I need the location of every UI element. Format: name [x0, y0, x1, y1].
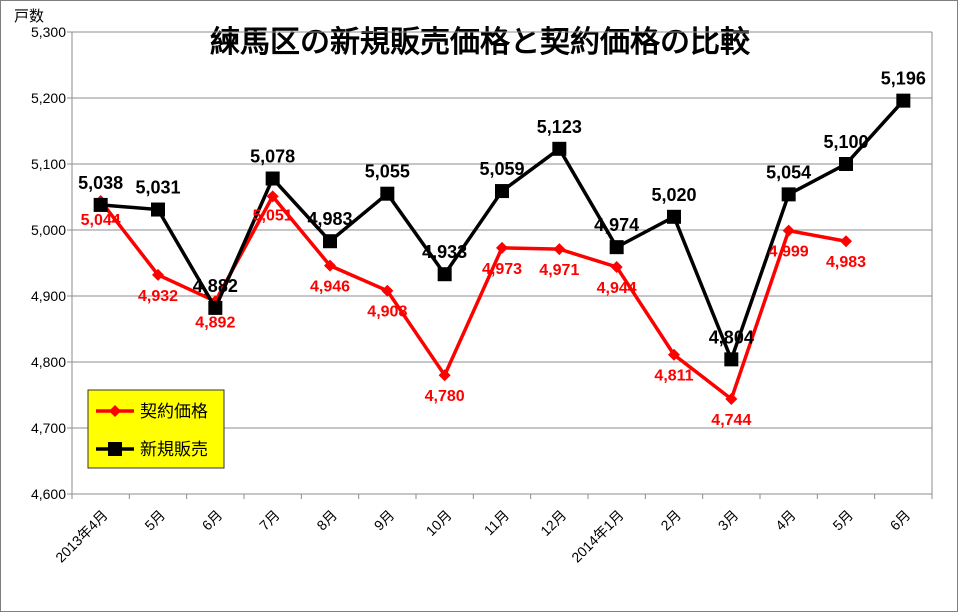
data-point [610, 260, 623, 273]
data-label: 4,811 [654, 368, 693, 385]
x-tick-label: 7月 [256, 507, 283, 534]
series-line [99, 193, 847, 402]
x-tick-label: 5月 [829, 507, 856, 534]
data-label: 4,973 [482, 261, 522, 278]
data-point [93, 197, 108, 212]
data-point [208, 300, 223, 315]
data-label: 4,971 [539, 262, 579, 279]
x-tick-label: 10月 [423, 507, 455, 539]
data-label: 5,054 [766, 162, 811, 182]
data-label: 5,059 [479, 159, 524, 179]
data-point [840, 235, 852, 248]
x-tick-label: 6月 [887, 507, 914, 534]
data-label: 4,999 [769, 244, 809, 261]
data-point [323, 234, 337, 249]
y-tick-label: 5,300 [31, 24, 66, 40]
data-point [265, 171, 280, 186]
x-tick-label: 4月 [772, 507, 799, 534]
x-tick-label: 5月 [141, 507, 168, 534]
data-point [495, 184, 509, 199]
data-point [896, 93, 911, 108]
data-point [781, 187, 796, 202]
x-tick-label: 2013年4月 [52, 507, 111, 566]
data-label: 5,196 [881, 69, 926, 89]
data-label: 4,932 [138, 288, 178, 305]
data-label: 5,038 [78, 173, 123, 193]
data-point [437, 267, 452, 282]
chart-title: 練馬区の新規販売価格と契約価格の比較 [210, 25, 751, 60]
data-point [667, 209, 681, 224]
y-tick-label: 4,600 [31, 486, 66, 502]
legend-marker [109, 405, 121, 417]
data-point [380, 186, 395, 201]
data-label: 4,780 [425, 388, 465, 405]
data-point [668, 348, 680, 361]
data-point [552, 141, 567, 156]
x-tick-label: 12月 [537, 507, 569, 539]
data-label: 4,744 [711, 412, 751, 429]
y-tick-label: 4,800 [31, 354, 66, 370]
data-label: 5,078 [250, 147, 295, 167]
data-point [324, 259, 336, 272]
data-point [725, 392, 738, 405]
data-point [724, 352, 739, 367]
x-tick-label: 11月 [481, 507, 512, 538]
x-tick-label: 3月 [715, 507, 742, 534]
series-layer [93, 93, 911, 405]
data-label: 4,974 [594, 215, 639, 235]
data-point [496, 241, 508, 254]
data-label: 4,944 [597, 280, 637, 297]
data-label: 5,051 [253, 207, 293, 224]
data-point [839, 157, 853, 171]
y-tick-label: 5,000 [31, 222, 66, 238]
data-label: 4,933 [422, 242, 467, 262]
data-label: 5,020 [651, 185, 696, 205]
data-point [438, 369, 451, 382]
data-label: 4,946 [310, 279, 350, 296]
data-label: 5,044 [81, 212, 121, 229]
data-label: 4,882 [193, 276, 238, 296]
x-tick-label: 9月 [371, 507, 398, 534]
data-point [553, 243, 566, 256]
x-tick-label: 6月 [199, 507, 226, 534]
y-axis-label: 戸数 [14, 7, 44, 25]
data-label: 4,983 [826, 254, 866, 271]
data-label: 5,031 [135, 178, 180, 198]
data-labels: 5,038 5,031 4,882 5,078 4,983 5,055 4,933 5,059… [78, 69, 926, 429]
data-label: 4,892 [195, 314, 235, 331]
x-tick-label: 2014年1月 [568, 507, 627, 566]
y-tick-label: 5,200 [31, 90, 66, 106]
x-tick-label: 8月 [313, 507, 340, 534]
data-label: 5,123 [537, 117, 582, 137]
data-label: 4,804 [709, 327, 754, 347]
data-point [782, 224, 795, 237]
y-tick-label: 5,100 [31, 156, 66, 172]
x-tick-label: 2月 [657, 507, 684, 534]
y-tick-label: 4,700 [31, 420, 66, 436]
legend-marker [108, 442, 122, 456]
data-label: 5,055 [365, 162, 410, 182]
legend-label: 契約価格 [140, 402, 208, 422]
y-tick-label: 4,900 [31, 288, 66, 304]
data-point [266, 190, 279, 203]
data-label: 5,100 [823, 132, 868, 152]
data-label: 4,983 [307, 209, 352, 229]
data-point [381, 284, 394, 297]
data-point [152, 268, 164, 281]
data-label: 4,908 [367, 304, 407, 321]
data-point [609, 240, 624, 255]
data-point [151, 202, 165, 217]
legend-label: 新規販売 [140, 440, 208, 460]
